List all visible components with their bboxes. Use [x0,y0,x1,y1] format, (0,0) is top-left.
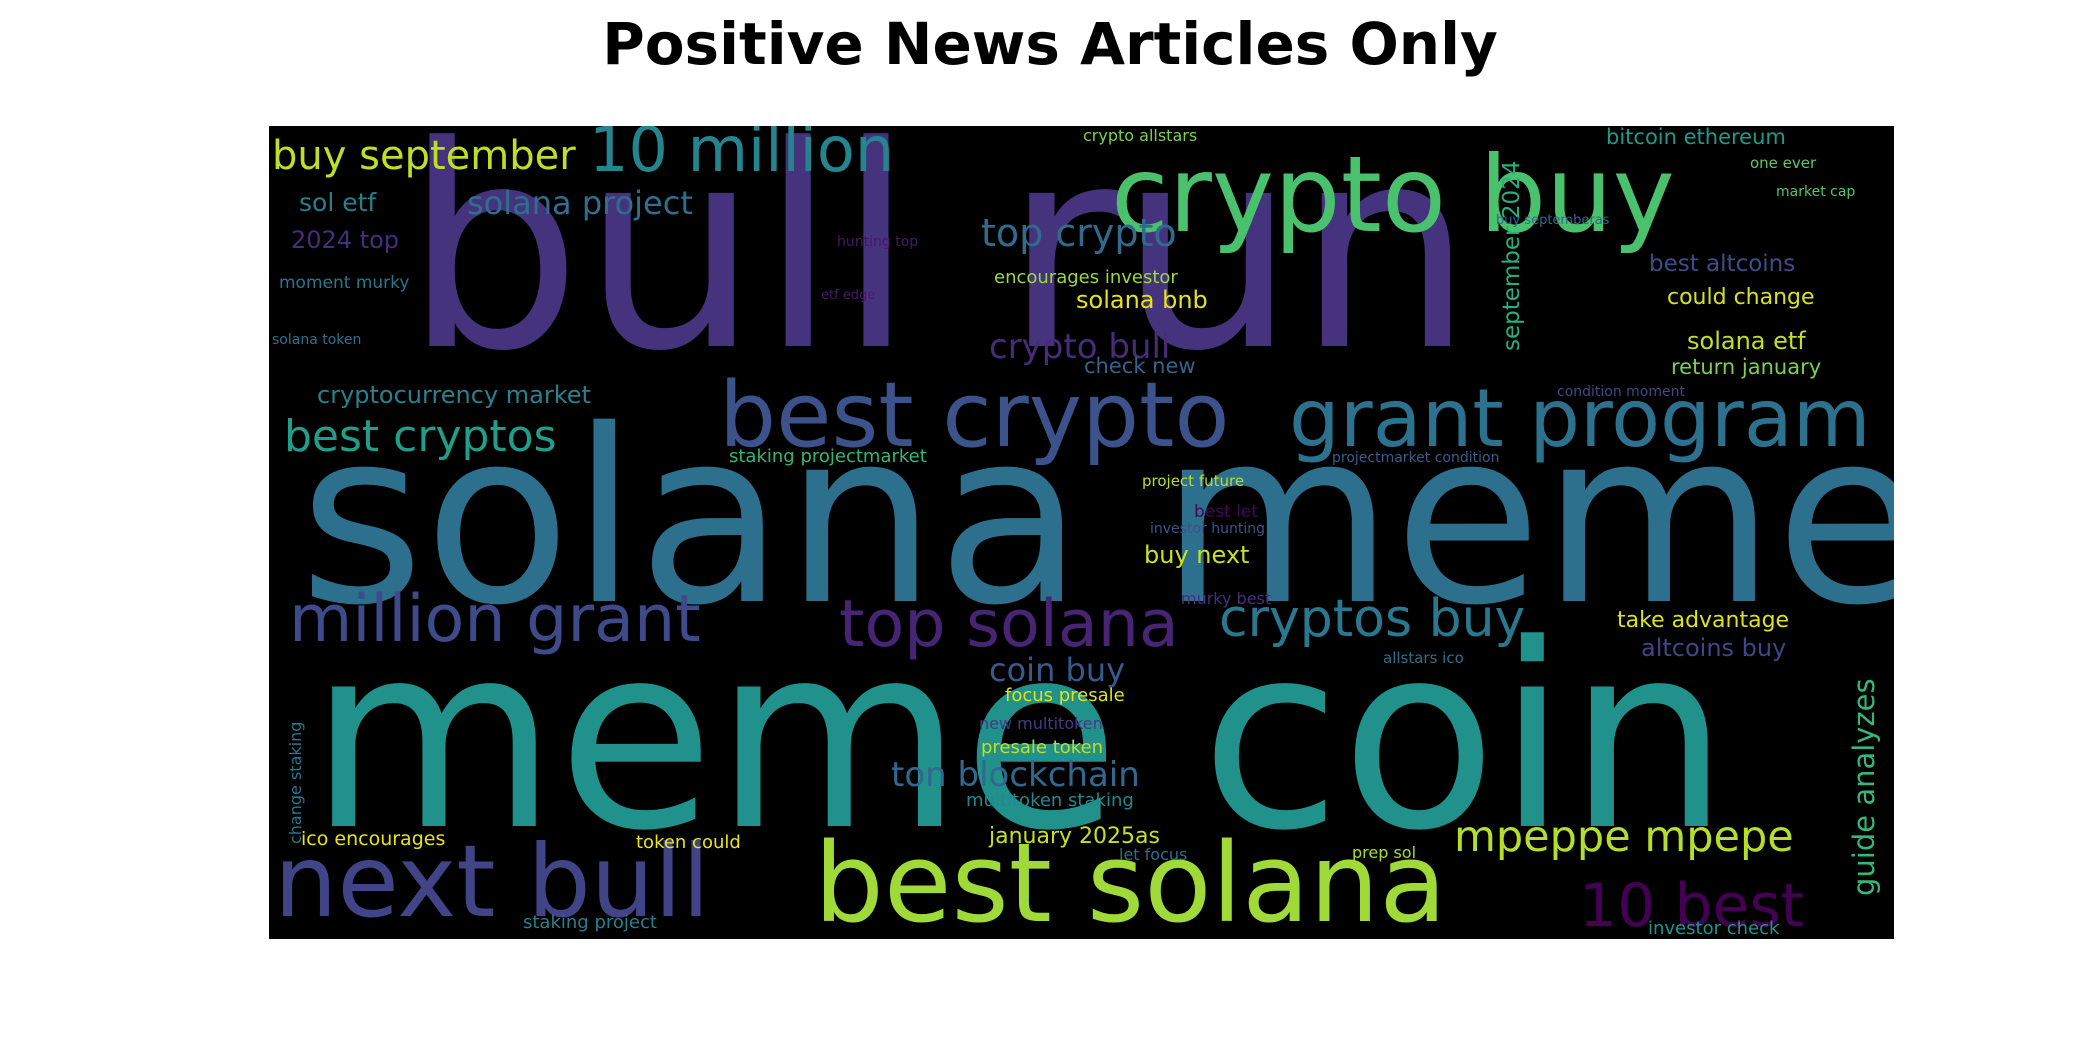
word-best-solana: best solana [814,819,1447,939]
word-bitcoin-ethereum: bitcoin ethereum [1606,126,1786,149]
word-hunting-top: hunting top [837,234,918,250]
word-grant-program: grant program [1289,372,1871,465]
word-take-advantage: take advantage [1617,608,1789,633]
word-staking-project: staking project [523,912,657,933]
word-guide-analyzes: guide analyzes [1847,678,1881,896]
word-best-let: best let [1194,502,1258,522]
word-encourages-investor: encourages investor [994,267,1178,288]
word-2024-top: 2024 top [291,226,399,254]
word-solana-meme: solana meme [299,378,1894,658]
word-staking-projectmarket: staking projectmarket [729,446,927,467]
word-prep-sol: prep sol [1352,843,1416,862]
word-crypto-allstars: crypto allstars [1083,126,1197,145]
word-investor-hunting: investor hunting [1150,521,1265,537]
word-best-crypto: best crypto [719,363,1230,468]
word-best-altcoins: best altcoins [1649,251,1795,277]
word-multitoken-staking: multitoken staking [966,790,1134,811]
word-market-cap: market cap [1776,184,1855,200]
word-could-change: could change [1667,285,1815,310]
word-let-focus: let focus [1119,845,1187,864]
word-altcoins-buy: altcoins buy [1641,634,1786,662]
word-sol-etf: sol etf [299,188,377,217]
word-ico-encourages: ico encourages [301,828,445,850]
word-presale-token: presale token [981,737,1103,758]
word-september-2024: september 2024 [1499,161,1525,351]
word-next-bull: next bull [274,823,710,939]
word-project-future: project future [1142,472,1244,490]
word-cloud: bull run solana meme meme coin crypto buy be… [269,126,1894,939]
word-coin-buy: coin buy [989,651,1125,689]
word-new-multitoken: new multitoken [979,714,1103,733]
word-10-best: 10 best [1579,871,1804,939]
word-projectmarket-condition: projectmarket condition [1332,450,1499,466]
word-investor-check: investor check [1648,918,1780,939]
word-crypto-bull: crypto bull [989,327,1170,367]
word-solana-project: solana project [467,184,693,222]
word-top-crypto: top crypto [981,211,1177,255]
word-solana-etf: solana etf [1687,327,1806,355]
word-mpeppe-mpepe: mpeppe mpepe [1454,812,1794,862]
word-buy-septemberas: buy septemberas [1496,213,1610,228]
word-focus-presale: focus presale [1005,685,1125,706]
word-buy-next: buy next [1144,541,1249,569]
word-crypto-buy: crypto buy [1111,134,1675,256]
word-moment-murky: moment murky [279,273,409,293]
word-solana-token: solana token [272,332,361,348]
word-buy-september: buy september [272,133,576,179]
word-january-2025as: january 2025as [988,824,1160,849]
word-allstars-ico: allstars ico [1383,649,1464,667]
word-one-ever: one ever [1750,154,1817,172]
word-million-grant: million grant [289,582,701,657]
word-solana-bnb: solana bnb [1076,286,1208,314]
word-murky-best: murky best [1181,589,1271,608]
word-bull-run: bull run [404,126,1474,413]
word-token-could: token could [636,832,741,853]
word-etf-edge: etf edge [821,288,875,303]
word-10-million: 10 million [589,126,894,186]
word-cryptos-buy: cryptos buy [1219,589,1525,649]
word-return-january: return january [1671,355,1821,379]
word-condition-moment: condition moment [1557,384,1686,400]
word-meme-coin: meme coin [309,590,1729,887]
word-ton-blockchain: ton blockchain [891,755,1140,795]
chart-title: Positive News Articles Only [602,10,1498,78]
word-check-new: check new [1084,354,1196,378]
word-top-solana: top solana [839,587,1179,662]
word-best-cryptos: best cryptos [284,411,557,462]
word-cryptocurrency-market: cryptocurrency market [317,381,591,409]
word-change-staking: change staking [286,722,305,844]
